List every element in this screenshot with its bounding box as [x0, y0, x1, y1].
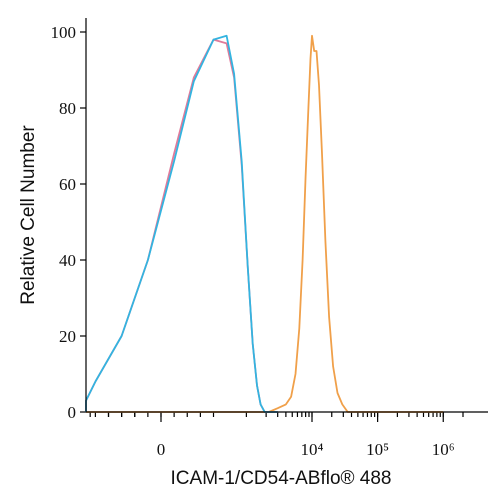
series-layer — [85, 34, 444, 413]
y-tick-label: 60 — [59, 175, 76, 194]
y-tick-label: 40 — [59, 251, 76, 270]
y-axis-title: Relative Cell Number — [18, 125, 39, 305]
y-tick-label: 80 — [59, 99, 76, 118]
y-tick-label: 100 — [51, 23, 77, 42]
x-tick-label: 0 — [157, 440, 166, 459]
axis-ticks: 0 20 40 60 80 100 0 10⁴ 10⁵ 10⁶ — [51, 23, 464, 459]
series-line-1 — [86, 34, 444, 413]
y-tick-label: 0 — [68, 403, 77, 422]
x-tick-label: 10⁶ — [432, 440, 455, 459]
y-tick-label: 20 — [59, 327, 76, 346]
series-line-3 — [85, 34, 278, 413]
x-axis-title: ICAM-1/CD54-ABflo® 488 — [171, 468, 392, 489]
x-tick-label: 10⁵ — [366, 440, 389, 459]
series-line-2 — [85, 38, 278, 413]
x-tick-label: 10⁴ — [301, 440, 324, 459]
